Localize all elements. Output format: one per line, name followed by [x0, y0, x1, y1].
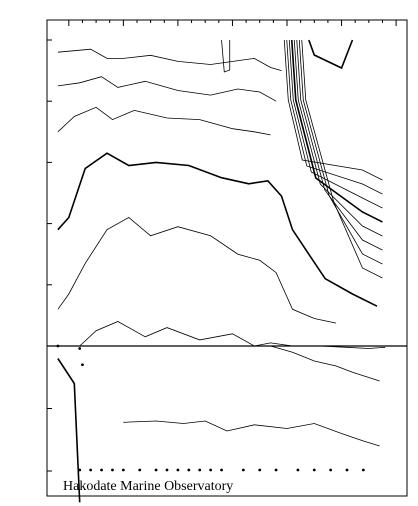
sample-station-dot — [165, 468, 169, 472]
station-marks — [56, 344, 365, 472]
sample-station-dot — [154, 468, 158, 472]
sample-station-dot — [121, 468, 125, 472]
sample-station-dot — [138, 468, 142, 472]
sample-station-dot — [100, 468, 103, 472]
sample-station-dot — [241, 468, 245, 472]
sample-station-dot — [81, 363, 84, 367]
front-contour-cap — [308, 39, 354, 70]
sample-station-dot — [209, 468, 213, 472]
bottom-profile-line — [57, 358, 81, 503]
contour-line-26.2 — [57, 48, 282, 71]
contour-line-27.2 — [79, 321, 309, 347]
sample-station-dot — [176, 468, 180, 472]
sample-station-dot — [296, 468, 300, 472]
axes-frame — [46, 19, 408, 497]
sample-station-dot — [274, 468, 278, 472]
contour-line-lower-27.2 — [297, 345, 386, 349]
credit-label: Hakodate Marine Observatory — [63, 479, 233, 494]
front-contour-26.2 — [293, 39, 383, 237]
front-contour-25.8 — [288, 39, 383, 209]
front-contour-small — [221, 39, 231, 73]
contour-line-lower-27.6 — [123, 420, 380, 447]
sample-station-dot — [220, 468, 223, 472]
front-contour-25.6 — [286, 39, 383, 195]
contour-line-26.4 — [57, 76, 277, 102]
contour-lines — [57, 48, 386, 503]
front-contour-25.4 — [283, 39, 383, 181]
contour-line-26.6 — [57, 106, 271, 136]
sample-station-dot — [56, 344, 60, 348]
sample-station-dot — [78, 468, 82, 472]
front-contour-26.4 — [296, 39, 383, 251]
sample-station-dot — [78, 347, 82, 350]
sharp-front-contours — [221, 39, 383, 279]
sample-station-dot — [89, 468, 93, 472]
sample-station-dot — [111, 468, 114, 472]
front-contour-26.8 — [301, 39, 383, 279]
sample-station-dot — [329, 468, 333, 472]
sample-station-dot — [312, 468, 316, 472]
contour-line-27.0 — [57, 217, 337, 324]
sample-station-dot — [198, 468, 202, 472]
sample-station-dot — [258, 468, 262, 472]
front-contour-26.0 — [290, 39, 383, 223]
contour-line-26.8 — [57, 152, 378, 307]
sample-station-dot — [361, 468, 365, 472]
front-contour-26.6 — [298, 39, 383, 265]
sample-station-dot — [187, 468, 191, 472]
contour-line-lower-27.4 — [270, 345, 380, 382]
sample-station-dot — [345, 468, 349, 472]
